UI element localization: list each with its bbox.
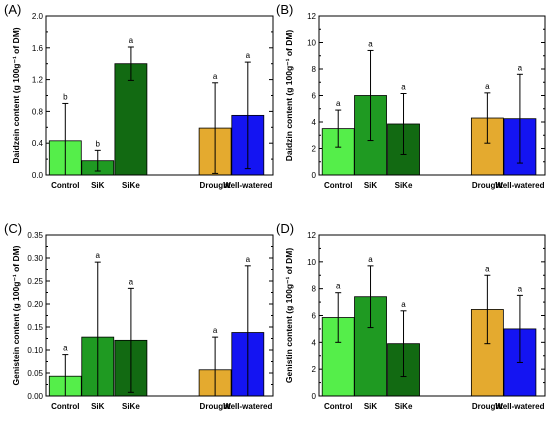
significance-letter: a (213, 72, 218, 81)
significance-letter: a (485, 82, 490, 91)
y-tick-label: 8 (312, 285, 317, 294)
significance-letter: a (518, 63, 523, 72)
significance-letter: b (63, 92, 68, 101)
x-tick-label: Control (324, 402, 352, 411)
y-tick-label: 6 (312, 92, 317, 101)
plot-frame (45, 15, 274, 176)
y-tick-label: 0.35 (27, 231, 43, 240)
x-tick-label: Drought (472, 181, 503, 190)
chart-panel: (B) 0 2 4 6 8 10 12 Daidzin content (g 100g⁻¹ of… (276, 2, 546, 190)
x-tick-label: SiK (91, 181, 105, 190)
y-tick-label: 2 (312, 145, 317, 154)
x-tick-label: Control (324, 181, 352, 190)
y-tick-label: 1.2 (32, 76, 44, 85)
x-tick-label: Drought (200, 181, 231, 190)
bar (114, 63, 148, 176)
chart-panel: (C) 0.00 0.05 0.10 0.15 0.20 0.25 0.30 0.35 Genis… (4, 221, 274, 411)
significance-letter: a (336, 282, 341, 291)
y-tick-label: 0.30 (27, 254, 43, 263)
x-tick-label: SiKe (122, 402, 140, 411)
x-tick-label: SiKe (122, 181, 140, 190)
y-tick-label: 8 (312, 65, 317, 74)
significance-letter: a (518, 284, 523, 293)
significance-letter: b (96, 139, 101, 148)
x-tick-label: Control (51, 402, 79, 411)
chart-panel: (A) 0.0 0.4 0.8 1.2 1.6 2.0 Daidzein content (g… (4, 2, 274, 190)
panel-label: (D) (276, 221, 294, 236)
significance-letter: a (213, 326, 218, 335)
significance-letter: a (368, 255, 373, 264)
significance-letter: a (96, 251, 101, 260)
y-tick-label: 10 (307, 39, 316, 48)
x-tick-label: SiKe (395, 181, 413, 190)
chart-panel: (D) 0 2 4 6 8 10 12 Genistin content (g 100g⁻¹ o… (276, 221, 546, 411)
significance-letter: a (368, 39, 373, 48)
x-tick-label: Drought (472, 402, 503, 411)
y-axis-label: Daidzein content (g 100g⁻¹ of DM) (11, 27, 21, 163)
y-tick-label: 1.6 (32, 44, 44, 53)
x-tick-label: SiK (91, 402, 105, 411)
x-tick-label: SiKe (395, 402, 413, 411)
significance-letter: a (246, 255, 251, 264)
y-tick-label: 12 (307, 231, 316, 240)
plot-frame (318, 15, 546, 176)
y-tick-label: 2 (312, 365, 317, 374)
x-tick-label: Well-watered (223, 181, 272, 190)
significance-letter: a (401, 83, 406, 92)
plot-frame (45, 234, 274, 397)
panel-label: (B) (276, 2, 293, 17)
x-tick-label: Well-watered (223, 402, 272, 411)
y-tick-label: 0.8 (32, 107, 44, 116)
y-tick-label: 0 (312, 171, 317, 180)
y-tick-label: 10 (307, 258, 316, 267)
y-tick-label: 6 (312, 312, 317, 321)
y-tick-label: 4 (312, 338, 317, 347)
x-tick-label: SiK (364, 402, 378, 411)
significance-letter: a (401, 300, 406, 309)
x-tick-label: Well-watered (495, 181, 544, 190)
y-tick-label: 2.0 (32, 12, 44, 21)
y-tick-label: 0.10 (27, 346, 43, 355)
significance-letter: a (63, 344, 68, 353)
y-tick-label: 0 (312, 392, 317, 401)
y-tick-label: 12 (307, 12, 316, 21)
panels: (A) 0.0 0.4 0.8 1.2 1.6 2.0 Daidzein content (g… (4, 2, 546, 411)
y-tick-label: 4 (312, 118, 317, 127)
significance-letter: a (129, 36, 134, 45)
y-tick-label: 0.4 (32, 139, 44, 148)
significance-letter: a (246, 51, 251, 60)
plot-frame (318, 234, 546, 397)
y-tick-label: 0.20 (27, 300, 43, 309)
significance-letter: a (336, 99, 341, 108)
y-tick-label: 0.05 (27, 369, 43, 378)
y-axis-label: Genistein content (g 100g⁻¹ of DM) (11, 245, 21, 385)
y-axis-label: Genistin content (g 100g⁻¹ of DM) (284, 248, 294, 383)
panel-label: (C) (4, 221, 22, 236)
x-tick-label: Drought (200, 402, 231, 411)
x-tick-label: Control (51, 181, 79, 190)
panel-label: (A) (4, 2, 21, 17)
significance-letter: a (129, 277, 134, 286)
y-axis-label: Daidzin content (g 100g⁻¹ of DM) (284, 30, 294, 162)
x-tick-label: Well-watered (495, 402, 544, 411)
significance-letter: a (485, 264, 490, 273)
y-tick-label: 0.15 (27, 323, 43, 332)
y-tick-label: 0.00 (27, 392, 43, 401)
y-tick-label: 0.0 (32, 171, 44, 180)
y-tick-label: 0.25 (27, 277, 43, 286)
x-tick-label: SiK (364, 181, 378, 190)
